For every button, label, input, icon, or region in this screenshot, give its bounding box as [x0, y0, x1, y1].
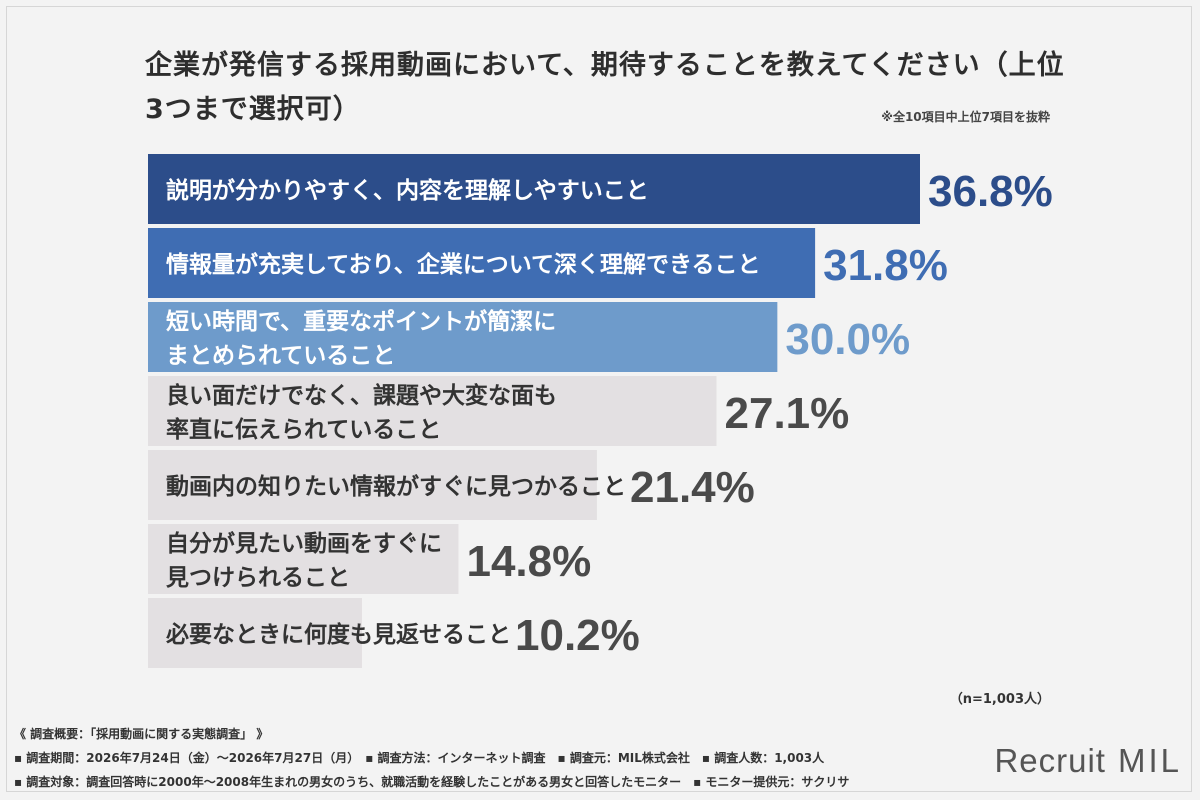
- survey-summary: 《 調査概要：「採用動画に関する実態調査」 》: [14, 727, 269, 741]
- bar-5: [148, 450, 597, 520]
- value-label-5: 21.4%: [630, 463, 755, 512]
- logo-recruit-text: Recruit: [994, 742, 1106, 779]
- bar-6: [148, 524, 459, 594]
- value-label-1: 36.8%: [928, 167, 1053, 216]
- logo-mil-text: MIL: [1117, 742, 1182, 779]
- value-label-3: 30.0%: [785, 315, 910, 364]
- recruit-mil-logo: Recruit MIL: [994, 742, 1182, 780]
- bar-label-5: 動画内の知りたい情報がすぐに見つかること: [166, 473, 626, 500]
- survey-details-line1: ▪ 調査期間：2026年7月24日（金）〜2026年7月27日（月） ▪ 調査方…: [14, 751, 825, 765]
- value-label-6: 14.8%: [466, 537, 591, 586]
- bar-label-1: 説明が分かりやすく、内容を理解しやすいこと: [166, 177, 649, 204]
- chart-title: 企業が発信する採用動画において、期待することを教えてください（上位3つまで選択可…: [145, 50, 1065, 125]
- chart-frame: [6, 6, 1192, 792]
- bar-1: [148, 154, 920, 224]
- bar-label-3: 短い時間で、重要なポイントが簡潔にまとめられていること: [166, 308, 556, 369]
- value-label-7: 10.2%: [515, 611, 640, 660]
- bar-label-7: 必要なときに何度も見返せること: [166, 621, 511, 648]
- bar-label-2: 情報量が充実しており、企業について深く理解できること: [166, 251, 761, 278]
- survey-footer: 《 調査概要：「採用動画に関する実態調査」 》 ▪ 調査期間：2026年7月24…: [14, 722, 1014, 794]
- bar-7: [148, 598, 362, 668]
- bar-label-4: 良い面だけでなく、課題や大変な面も率直に伝えられていること: [166, 382, 557, 443]
- bar-label-6: 自分が見たい動画をすぐに見つけられること: [166, 530, 442, 591]
- bar-2: [148, 228, 816, 298]
- bar-4: [148, 376, 717, 446]
- chart-note: ※全10項目中上位7項目を抜粋: [881, 110, 1050, 124]
- sample-size-label: （n=1,003人）: [949, 692, 1050, 707]
- bar-3: [148, 302, 778, 372]
- value-label-2: 31.8%: [823, 241, 948, 290]
- survey-details-line2: ▪ 調査対象：調査回答時に2000年〜2008年生まれの男女のうち、就職活動を経…: [14, 775, 850, 789]
- value-label-4: 27.1%: [725, 389, 850, 438]
